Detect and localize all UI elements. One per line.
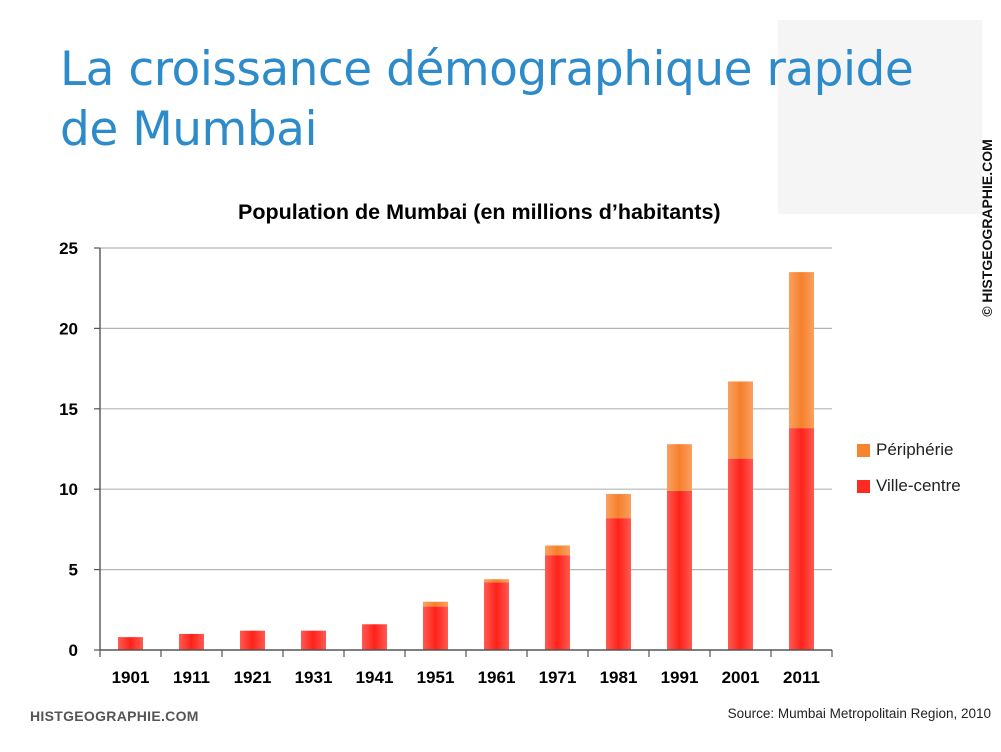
x-tick-label-1931: 1931: [295, 668, 333, 687]
bar-1971-ville-centre: [545, 555, 570, 650]
bar-1951-ville-centre: [423, 606, 448, 650]
bar-1931-ville-centre: [301, 630, 326, 650]
bar-1951-peripherie: [423, 601, 448, 607]
bar-1921-ville-centre: [240, 630, 265, 650]
bar-1971-peripherie: [545, 545, 570, 556]
bar-1961-peripherie: [484, 579, 509, 583]
footer-brand: HISTGEOGRAPHIE.COM: [30, 708, 199, 724]
legend-swatch-ville-centre: [857, 479, 870, 493]
x-tick-label-2001: 2001: [722, 668, 760, 687]
x-tick-label-1911: 1911: [173, 668, 210, 687]
source-note: Source: Mumbai Metropolitain Region, 201…: [727, 706, 991, 721]
bar-2011-ville-centre: [789, 428, 814, 650]
bar-1981-ville-centre: [606, 518, 631, 650]
x-tick-label-1971: 1971: [539, 668, 577, 687]
bars: [118, 272, 814, 650]
y-tick-label-15: 15: [59, 400, 78, 419]
y-tick-label-0: 0: [69, 641, 78, 660]
y-tick-label-5: 5: [69, 561, 78, 580]
chart-title: Population de Mumbai (en millions d’habi…: [238, 200, 721, 224]
y-tick-label-25: 25: [59, 239, 78, 258]
corner-panel: [778, 20, 982, 214]
x-tick-label-1981: 1981: [600, 668, 638, 687]
bar-1961-ville-centre: [484, 582, 509, 650]
y-tick-label-10: 10: [59, 480, 78, 499]
bar-2011-peripherie: [789, 272, 814, 429]
x-tick-label-1991: 1991: [661, 668, 699, 687]
legend-item-peripherie: Périphérie: [857, 432, 961, 468]
x-tick-label-1951: 1951: [417, 668, 455, 687]
bar-1911-ville-centre: [179, 633, 204, 650]
slide-title-line-1: La croissance démographique rapide: [60, 42, 914, 97]
y-tick-label-20: 20: [59, 319, 78, 338]
legend-swatch-peripherie: [857, 443, 870, 457]
bar-2001-peripherie: [728, 381, 753, 459]
bar-2001-ville-centre: [728, 458, 753, 650]
bar-1941-ville-centre: [362, 624, 387, 650]
bar-1981-peripherie: [606, 494, 631, 519]
x-tick-label-1941: 1941: [356, 668, 394, 687]
x-tick-label-1961: 1961: [478, 668, 516, 687]
slide-title-line-2: de Mumbai: [60, 102, 318, 157]
legend: Périphérie Ville-centre: [857, 432, 961, 504]
x-tick-label-1921: 1921: [234, 668, 272, 687]
bar-1901-ville-centre: [118, 637, 143, 650]
copyright-vertical: © HISTGEOGRAPHIE.COM: [979, 139, 995, 317]
gridlines: [100, 247, 832, 571]
legend-label-peripherie: Périphérie: [876, 440, 954, 459]
x-tick-label-1901: 1901: [112, 668, 150, 687]
axes: 0 5 10 15 20 25 1901 1911 1921 1931 1941 1951 1961 19…: [59, 239, 833, 687]
bar-1991-peripherie: [667, 444, 692, 491]
legend-item-ville-centre: Ville-centre: [857, 468, 961, 504]
slide-title: La croissance démographique rapide de Mu…: [60, 40, 990, 160]
legend-label-ville-centre: Ville-centre: [876, 476, 961, 495]
bar-1991-ville-centre: [667, 490, 692, 650]
x-tick-label-2011: 2011: [783, 668, 820, 687]
